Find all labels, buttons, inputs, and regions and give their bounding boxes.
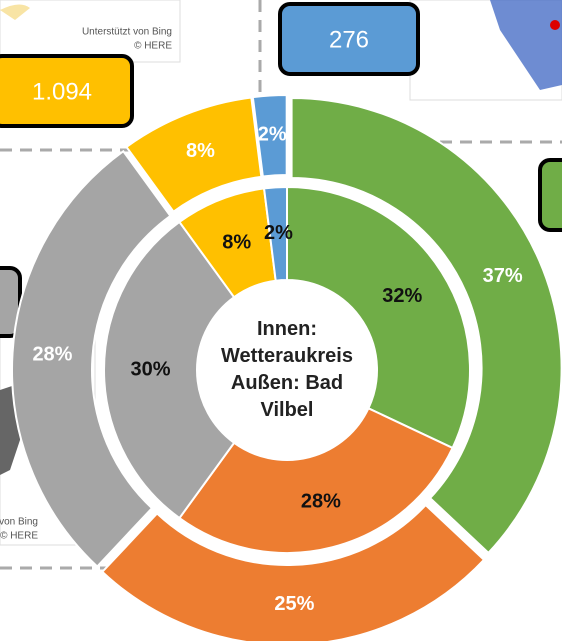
donut-segment xyxy=(251,94,288,178)
donut-segment xyxy=(103,220,236,520)
map-panel xyxy=(0,0,181,63)
donut-segment xyxy=(125,96,263,214)
data-label: 28% xyxy=(32,344,72,366)
map-credit: © HERE xyxy=(134,41,172,52)
donut-hole xyxy=(199,282,375,458)
data-label: 37% xyxy=(483,265,523,287)
kpi-value: 276 xyxy=(329,26,369,53)
data-label: 25% xyxy=(274,593,314,615)
map-credit: von Bing xyxy=(0,517,38,528)
donut-segment xyxy=(290,97,562,555)
donut-segment xyxy=(11,149,172,568)
kpi-value: 1.094 xyxy=(32,78,92,105)
center-label: Vilbel xyxy=(261,399,314,421)
donut-segment xyxy=(178,406,454,554)
kpi-box xyxy=(538,158,562,232)
data-label: 32% xyxy=(382,285,422,307)
donut-segment xyxy=(100,503,486,641)
center-label: Wetteraukreis xyxy=(221,345,353,367)
data-label: 8% xyxy=(186,140,215,162)
kpi-box xyxy=(0,54,134,128)
donut-segment xyxy=(262,185,288,282)
data-label: 30% xyxy=(130,358,170,380)
data-label: 28% xyxy=(301,490,341,512)
data-label: 2% xyxy=(258,124,287,146)
map-credit: © HERE xyxy=(0,531,38,542)
map-shape xyxy=(0,4,30,20)
map-pin xyxy=(550,20,560,30)
data-label: 2% xyxy=(264,222,293,244)
donut-segment xyxy=(286,185,471,450)
map-credit: Unterstützt von Bing xyxy=(82,27,172,38)
map-shape xyxy=(490,0,562,90)
kpi-box xyxy=(278,2,420,76)
donut-chart: 32% 28% 30% 8% 2% 37% 25% 28% 8% 2% Innen: Wetterau… xyxy=(11,94,562,641)
center-label: Außen: Bad xyxy=(231,372,343,394)
center-label: Innen: xyxy=(257,318,317,340)
data-label: 8% xyxy=(222,231,251,253)
